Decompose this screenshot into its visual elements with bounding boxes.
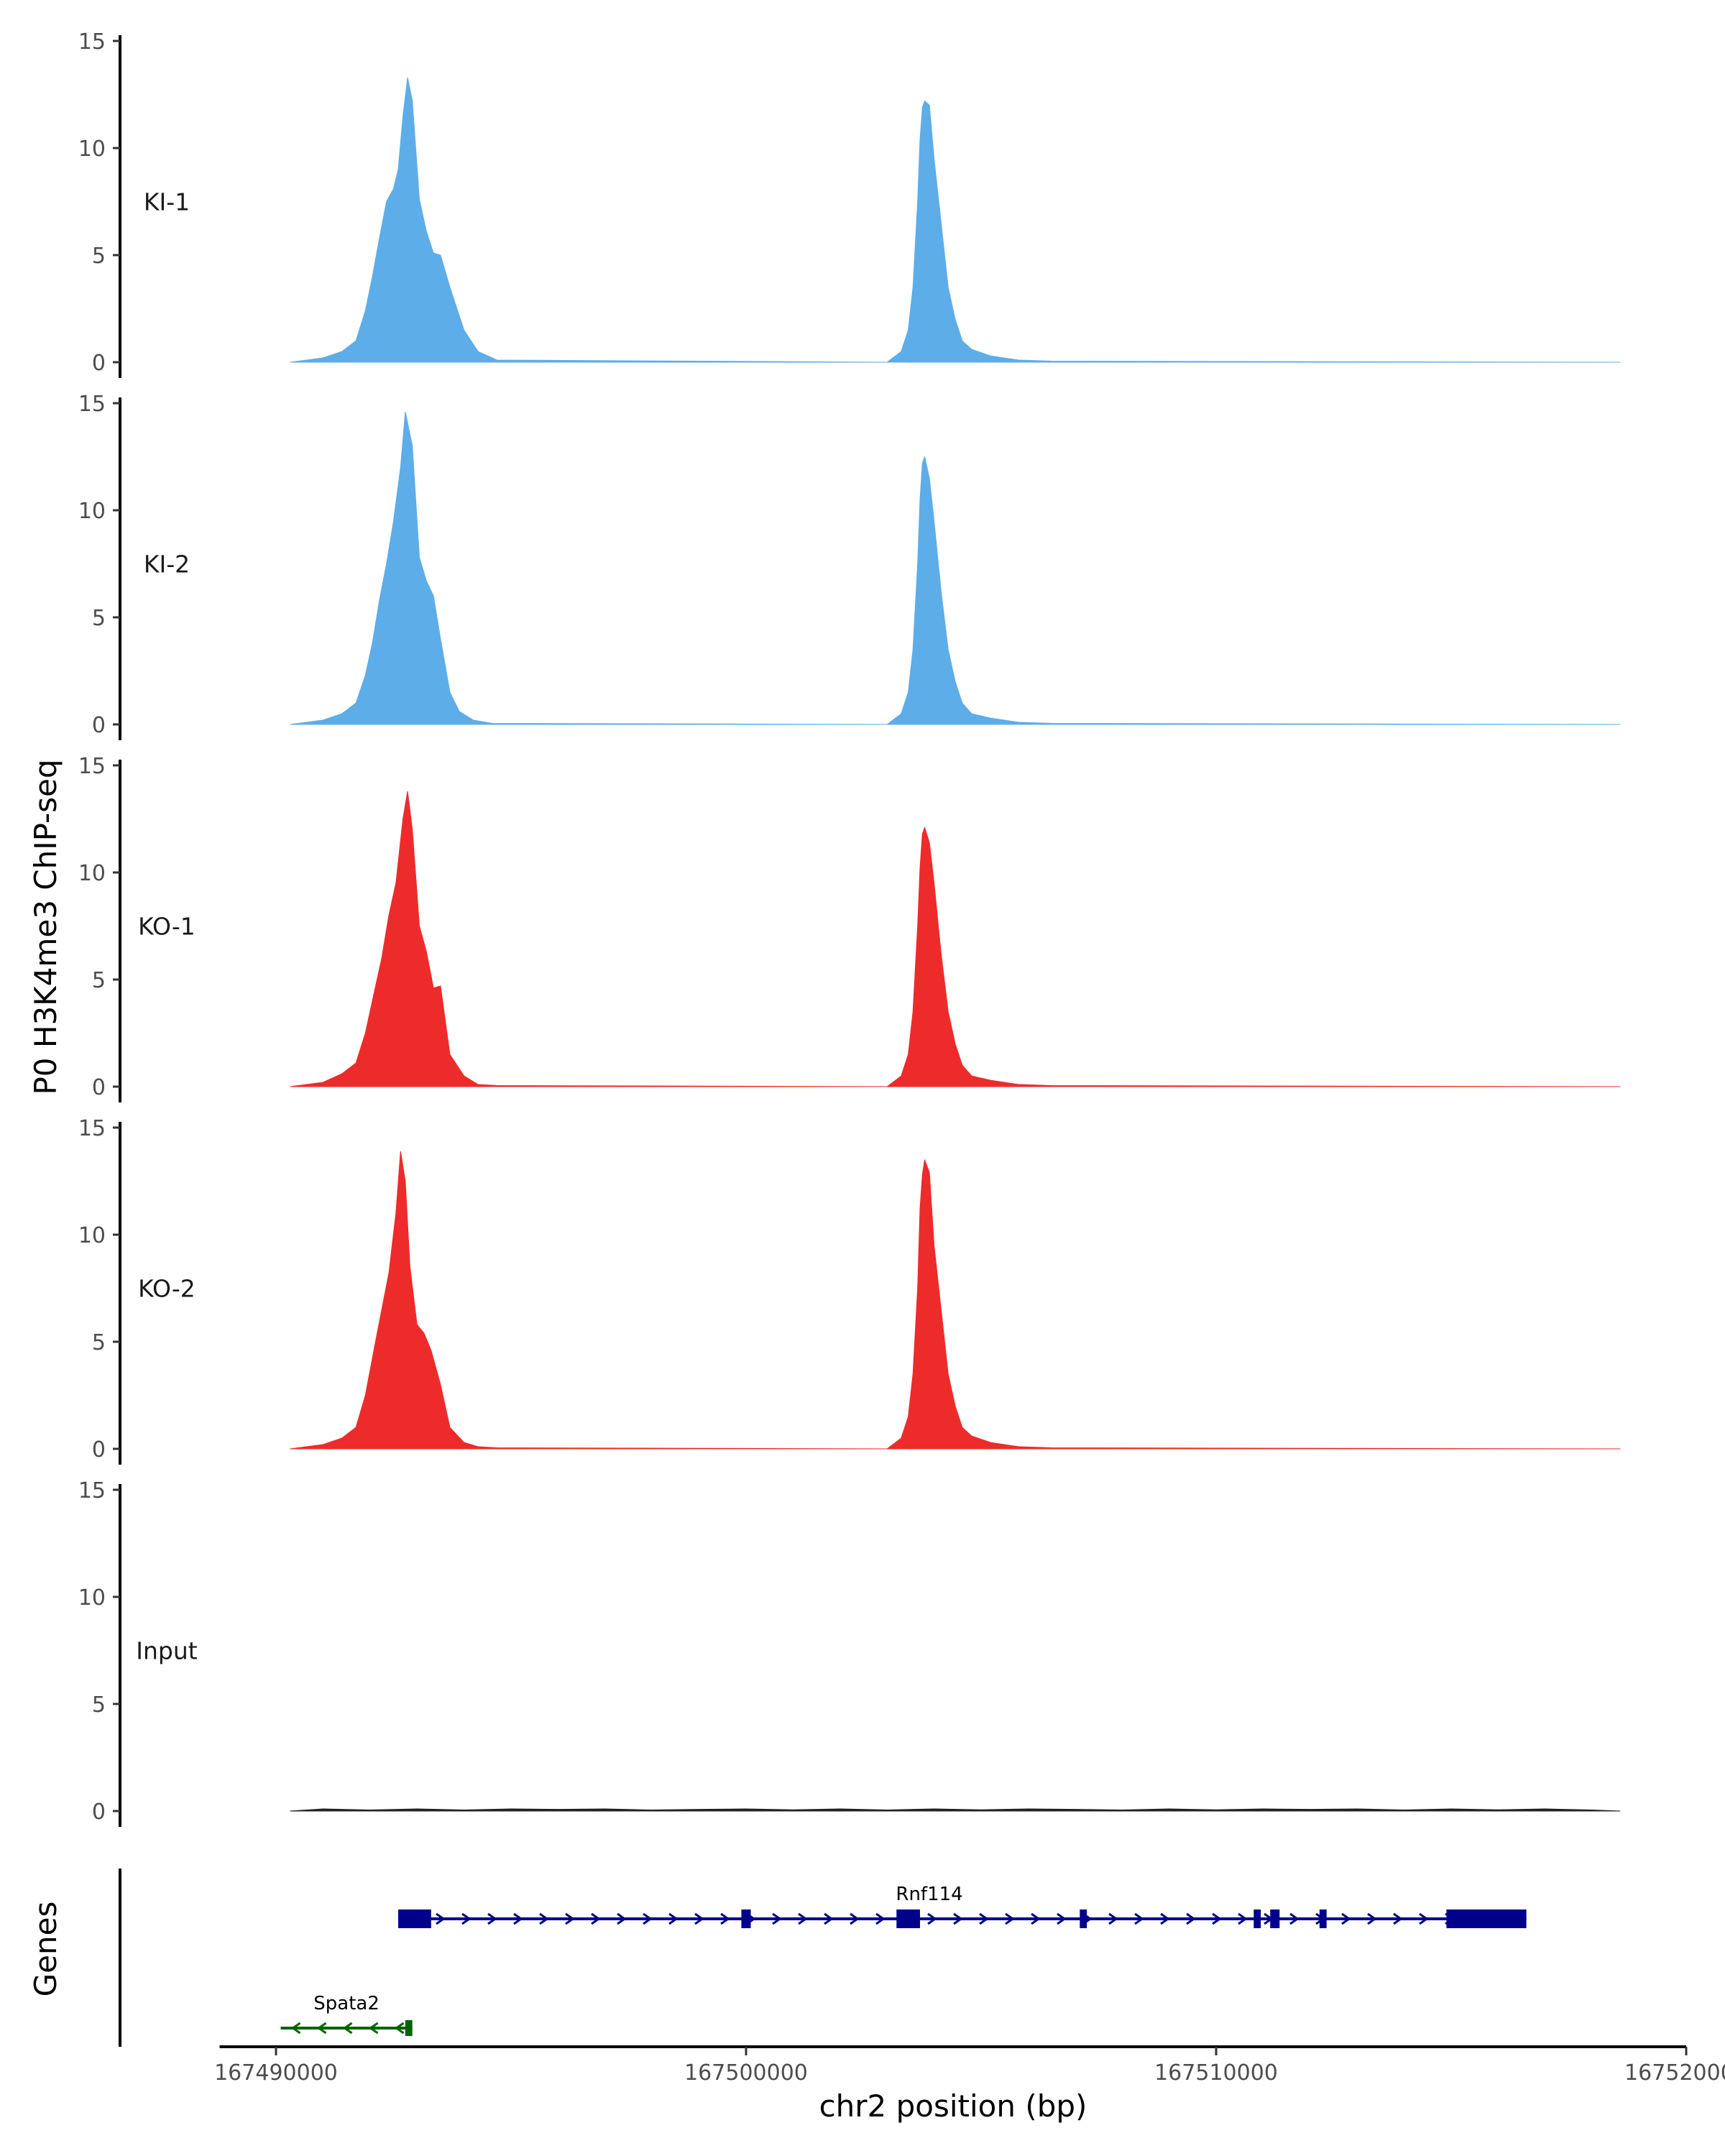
y-tick-label: 15 [78,1116,106,1141]
gene-annotation-track: Rnf114 Spata2 [119,1869,1527,2047]
strand-arrow [668,1912,678,1925]
strand-arrow [368,2022,379,2035]
strand-arrow [1057,1912,1067,1925]
gene-exon [1080,1909,1087,1928]
strand-arrow [436,1912,446,1925]
track-label: KO-1 [138,913,196,941]
genes-axis-title: Genes [28,1902,63,1997]
y-tick-label: 10 [78,1585,106,1611]
strand-arrow [1341,1912,1351,1925]
track-label: KO-2 [138,1275,196,1303]
y-tick-label: 0 [92,1437,106,1462]
track-label: Input [136,1637,198,1665]
y-tick-label: 0 [92,1800,106,1825]
y-tick-label: 10 [78,499,106,524]
strand-arrow [1212,1912,1222,1925]
signal-area-ki-2 [290,411,1621,725]
strand-arrow [1393,1912,1403,1925]
y-tick-label: 5 [92,1330,106,1355]
track-ki-2: 0 5 10 15 KI-2 [78,392,1621,740]
gene-label: Rnf114 [896,1884,962,1905]
gene-exon [1270,1909,1280,1928]
strand-arrow [487,1912,497,1925]
gene-exon [1446,1909,1527,1928]
x-tick-label: 167510000 [1154,2060,1278,2086]
gene-spata2: Spata2 [280,1993,413,2036]
y-tick-label: 5 [92,968,106,993]
strand-arrow [1289,1912,1300,1925]
strand-arrow [643,1912,653,1925]
strand-arrow [720,1912,730,1925]
strand-arrow [539,1912,549,1925]
y-tick-label: 15 [78,1478,106,1503]
y-axis-title: P0 H3K4me3 ChIP-seq [28,759,63,1095]
strand-arrow [565,1912,575,1925]
signal-area-ko-1 [290,791,1621,1087]
gene-exon [1319,1909,1327,1928]
strand-arrow [824,1912,834,1925]
strand-arrow [316,2022,327,2035]
y-tick-label: 0 [92,1075,106,1100]
strand-arrow [798,1912,808,1925]
strand-arrow [1031,1912,1041,1925]
gene-label: Spata2 [313,1993,380,2014]
signal-area-ki-1 [290,77,1621,363]
strand-arrow [875,1912,886,1925]
gene-exon [405,2020,413,2036]
strand-arrow [394,2022,405,2035]
x-tick-label: 167490000 [214,2060,338,2086]
signal-area-input [290,1808,1621,1812]
y-tick-label: 10 [78,1223,106,1248]
y-tick-label: 5 [92,244,106,269]
y-tick-label: 10 [78,861,106,886]
strand-arrow [290,2022,301,2035]
strand-arrow [953,1912,963,1925]
y-tick-label: 15 [78,754,106,779]
strand-arrow [1160,1912,1170,1925]
y-tick-label: 10 [78,137,106,162]
y-tick-label: 5 [92,606,106,631]
gene-exon [398,1909,431,1928]
y-tick-label: 5 [92,1692,106,1718]
strand-arrow [772,1912,782,1925]
gene-exon [741,1909,751,1928]
strand-arrow [1134,1912,1144,1925]
strand-arrow [1108,1912,1118,1925]
track-label: KI-1 [144,188,190,216]
track-ki-1: 0 5 10 15 KI-1 [78,29,1621,378]
y-tick-label: 15 [78,29,106,55]
gene-exon [1254,1909,1261,1928]
track-label: KI-2 [144,550,190,579]
y-tick-label: 0 [92,713,106,738]
x-tick-label: 167500000 [684,2060,808,2086]
track-input: 0 5 10 15 Input [78,1478,1621,1827]
strand-arrow [461,1912,472,1925]
strand-arrow [1238,1912,1248,1925]
strand-arrow [1419,1912,1429,1925]
strand-arrow [850,1912,860,1925]
strand-arrow [513,1912,523,1925]
y-tick-label: 0 [92,351,106,376]
strand-arrow [979,1912,989,1925]
track-ko-1: 0 5 10 15 KO-1 [78,754,1621,1102]
strand-arrow [591,1912,601,1925]
strand-arrow [1186,1912,1196,1925]
y-tick-label: 15 [78,392,106,417]
strand-arrow [694,1912,704,1925]
strand-arrow [342,2022,353,2035]
strand-arrow [927,1912,937,1925]
track-ko-2: 0 5 10 15 KO-2 [78,1116,1621,1465]
gene-rnf114: Rnf114 [398,1884,1527,1928]
x-tick-label: 167520000 [1624,2060,1725,2086]
strand-arrow [1367,1912,1377,1925]
signal-tracks: 0 5 10 15 KI-1 0 5 10 15 KI-2 0 5 10 15 KO-1 0 5 10 15 KO-2… [78,29,1621,1827]
strand-arrow [617,1912,627,1925]
gene-exon [896,1909,920,1928]
strand-arrow [1005,1912,1015,1925]
x-axis: 167490000 167500000 167510000 167520000 [214,2045,1725,2086]
x-axis-title: chr2 position (bp) [819,2088,1087,2124]
signal-area-ko-2 [290,1151,1621,1450]
